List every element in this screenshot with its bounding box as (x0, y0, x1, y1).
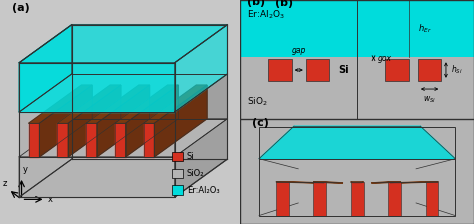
Text: Si: Si (187, 152, 194, 161)
Polygon shape (19, 63, 175, 112)
Text: gap: gap (292, 46, 306, 55)
Bar (259, 127, 456, 215)
Text: SiO$_2$: SiO$_2$ (247, 95, 268, 108)
Polygon shape (68, 85, 121, 157)
Bar (268, 59, 292, 81)
Polygon shape (19, 119, 228, 157)
Polygon shape (155, 85, 207, 157)
Text: SiO₂: SiO₂ (187, 169, 204, 178)
Polygon shape (175, 25, 228, 112)
Text: (a): (a) (12, 3, 30, 13)
Text: $h_{Er}$: $h_{Er}$ (418, 22, 432, 35)
Polygon shape (259, 126, 456, 159)
Bar (173, 152, 183, 161)
Bar (240, 0, 474, 57)
Bar (173, 185, 183, 195)
Bar (173, 169, 183, 178)
Polygon shape (19, 159, 228, 197)
Polygon shape (126, 85, 178, 157)
Polygon shape (19, 112, 175, 157)
Polygon shape (115, 85, 178, 123)
Bar (306, 59, 329, 81)
Bar (313, 182, 326, 215)
Polygon shape (175, 119, 228, 197)
Polygon shape (390, 182, 438, 183)
Text: x: x (48, 195, 53, 204)
Polygon shape (175, 74, 228, 157)
Text: Si: Si (338, 65, 348, 75)
Polygon shape (371, 182, 401, 183)
Polygon shape (351, 182, 364, 183)
Polygon shape (39, 85, 92, 157)
Polygon shape (19, 25, 228, 63)
Text: z: z (2, 179, 7, 188)
Polygon shape (19, 119, 72, 197)
Polygon shape (115, 123, 126, 157)
Polygon shape (276, 182, 324, 183)
Bar (418, 59, 441, 81)
Polygon shape (313, 182, 343, 183)
Polygon shape (57, 123, 68, 157)
Text: gox: gox (378, 54, 392, 63)
Polygon shape (97, 85, 150, 157)
Polygon shape (29, 85, 92, 123)
Text: $w_{Si}$: $w_{Si}$ (423, 95, 436, 106)
Text: Er:Al$_2$O$_3$: Er:Al$_2$O$_3$ (247, 9, 285, 21)
Bar (351, 182, 364, 215)
Text: (c): (c) (252, 118, 269, 128)
Polygon shape (86, 85, 150, 123)
Polygon shape (86, 123, 97, 157)
Text: (b): (b) (247, 0, 265, 7)
Polygon shape (19, 157, 175, 197)
Bar (276, 182, 289, 215)
Polygon shape (57, 85, 121, 123)
Bar (426, 182, 438, 215)
Text: (b): (b) (275, 0, 293, 8)
Polygon shape (144, 85, 207, 123)
Polygon shape (144, 123, 155, 157)
Text: $h_{Si}$: $h_{Si}$ (451, 64, 462, 76)
Text: y: y (23, 166, 28, 174)
Polygon shape (19, 25, 72, 112)
Text: Er:Al₂O₃: Er:Al₂O₃ (187, 186, 219, 195)
Bar (385, 59, 409, 81)
Bar (388, 182, 401, 215)
Polygon shape (29, 123, 39, 157)
Bar (240, 57, 474, 119)
